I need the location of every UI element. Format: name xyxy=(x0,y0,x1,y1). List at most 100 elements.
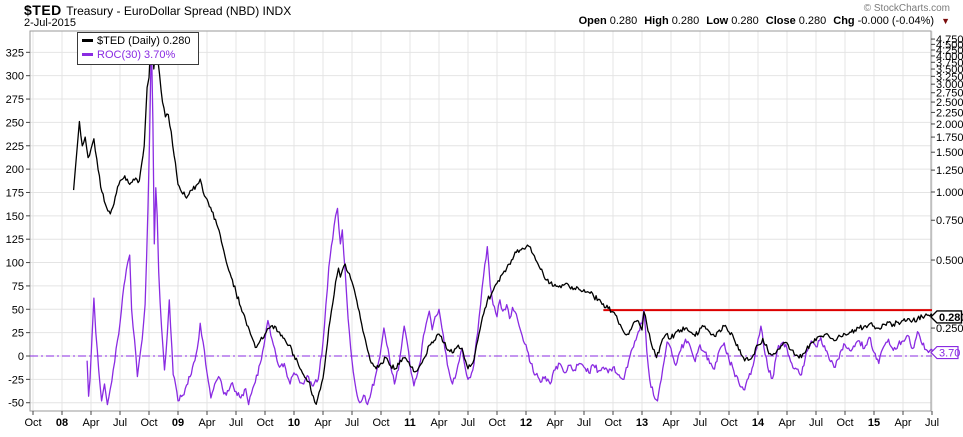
svg-text:1.250: 1.250 xyxy=(936,165,963,177)
svg-text:0.750: 0.750 xyxy=(936,215,963,227)
svg-text:Oct: Oct xyxy=(488,417,505,429)
svg-text:150: 150 xyxy=(6,211,24,223)
last-roc-box: 3.70 xyxy=(930,345,960,360)
svg-text:2.500: 2.500 xyxy=(936,97,963,109)
svg-text:Oct: Oct xyxy=(372,417,389,429)
svg-text:25: 25 xyxy=(12,328,24,340)
svg-text:10: 10 xyxy=(288,417,300,429)
legend-roc-label: ROC(30) 3.70% xyxy=(97,49,176,61)
svg-text:Apr: Apr xyxy=(430,417,447,429)
chart-legend: $TED (Daily) 0.280 ROC(30) 3.70% xyxy=(77,32,199,65)
svg-text:2.250: 2.250 xyxy=(936,107,963,119)
svg-text:Jul: Jul xyxy=(113,417,127,429)
svg-text:0.250: 0.250 xyxy=(936,323,963,335)
svg-text:15: 15 xyxy=(868,417,880,429)
svg-text:200: 200 xyxy=(6,164,24,176)
svg-text:12: 12 xyxy=(520,417,532,429)
svg-text:100: 100 xyxy=(6,258,24,270)
svg-text:Oct: Oct xyxy=(836,417,853,429)
stockcharts-copyright: © StockCharts.com xyxy=(863,3,950,14)
svg-text:125: 125 xyxy=(6,234,24,246)
svg-text:09: 09 xyxy=(172,417,184,429)
svg-text:275: 275 xyxy=(6,94,24,106)
svg-text:0: 0 xyxy=(18,351,24,363)
svg-text:Jul: Jul xyxy=(925,417,939,429)
svg-text:1.500: 1.500 xyxy=(936,147,963,159)
svg-text:Oct: Oct xyxy=(140,417,157,429)
svg-text:300: 300 xyxy=(6,71,24,83)
roc-line-swatch-icon xyxy=(82,52,93,56)
gridlines xyxy=(30,31,933,411)
open-label: Open xyxy=(578,15,607,27)
chart-date: 2-Jul-2015 xyxy=(24,17,76,29)
svg-text:Apr: Apr xyxy=(546,417,563,429)
svg-text:3.500: 3.500 xyxy=(936,64,963,76)
svg-text:325: 325 xyxy=(6,47,24,59)
svg-text:Oct: Oct xyxy=(256,417,273,429)
ticker-symbol: $TED xyxy=(24,2,62,18)
plot-border xyxy=(29,30,932,412)
roc-indicator-line xyxy=(86,37,934,406)
svg-text:Apr: Apr xyxy=(314,417,331,429)
svg-text:175: 175 xyxy=(6,187,24,199)
ted-line-swatch-icon xyxy=(82,38,93,42)
svg-text:Jul: Jul xyxy=(461,417,475,429)
ohlc-quote-row: Open 0.280 High 0.280 Low 0.280 Close 0.280 Chg -… xyxy=(579,15,950,27)
svg-text:Oct: Oct xyxy=(604,417,621,429)
svg-text:3.000: 3.000 xyxy=(936,79,963,91)
svg-text:-25: -25 xyxy=(8,374,24,386)
svg-text:75: 75 xyxy=(12,281,24,293)
svg-text:225: 225 xyxy=(6,141,24,153)
svg-text:4.500: 4.500 xyxy=(936,39,963,51)
left-axis-roc: 3253002752502252001751501251007550250-25… xyxy=(6,47,30,410)
chart-title: $TED Treasury - EuroDollar Spread (NBD) … xyxy=(24,2,291,20)
svg-text:Apr: Apr xyxy=(82,417,99,429)
chg-label: Chg xyxy=(833,15,855,27)
svg-text:50: 50 xyxy=(12,304,24,316)
svg-text:13: 13 xyxy=(636,417,648,429)
legend-roc-row: ROC(30) 3.70% xyxy=(82,48,191,62)
high-label: High xyxy=(644,15,669,27)
svg-text:3.750: 3.750 xyxy=(936,57,963,69)
high-value: 0.280 xyxy=(671,15,700,27)
svg-text:-50: -50 xyxy=(8,398,24,410)
chg-down-arrow-icon: ▼ xyxy=(941,16,950,26)
svg-text:Apr: Apr xyxy=(894,417,911,429)
legend-ted-label: $TED (Daily) 0.280 xyxy=(97,35,191,47)
svg-text:3.250: 3.250 xyxy=(936,71,963,83)
right-axis-price: 4.7504.5004.2504.0003.7503.5003.2503.000… xyxy=(931,34,963,335)
svg-text:1.750: 1.750 xyxy=(936,132,963,144)
low-label: Low xyxy=(706,15,729,27)
svg-text:Jul: Jul xyxy=(577,417,591,429)
svg-text:250: 250 xyxy=(6,117,24,129)
svg-text:14: 14 xyxy=(752,417,765,429)
svg-text:0.500: 0.500 xyxy=(936,255,963,267)
svg-text:Oct: Oct xyxy=(24,417,41,429)
svg-text:Jul: Jul xyxy=(345,417,359,429)
low-value: 0.280 xyxy=(731,15,759,27)
svg-text:0.280: 0.280 xyxy=(939,312,963,324)
legend-ted-row: $TED (Daily) 0.280 xyxy=(82,34,191,48)
svg-text:11: 11 xyxy=(404,417,416,429)
chg-value: -0.000 (-0.04%) xyxy=(857,15,935,27)
svg-text:2.750: 2.750 xyxy=(936,88,963,100)
svg-text:1.000: 1.000 xyxy=(936,187,963,199)
close-label: Close xyxy=(765,15,796,27)
svg-text:4.250: 4.250 xyxy=(936,45,963,57)
svg-text:Oct: Oct xyxy=(720,417,737,429)
svg-text:Apr: Apr xyxy=(662,417,679,429)
svg-text:08: 08 xyxy=(56,417,68,429)
open-value: 0.280 xyxy=(609,15,638,27)
chart-title-text: Treasury - EuroDollar Spread (NBD) INDX xyxy=(66,4,292,18)
svg-text:Apr: Apr xyxy=(198,417,215,429)
ted-price-line xyxy=(72,37,934,405)
svg-text:Apr: Apr xyxy=(778,417,795,429)
close-value: 0.280 xyxy=(798,15,827,27)
svg-text:3.70: 3.70 xyxy=(939,348,960,360)
svg-text:4.750: 4.750 xyxy=(936,34,963,46)
svg-text:Jul: Jul xyxy=(809,417,823,429)
svg-text:Jul: Jul xyxy=(693,417,707,429)
svg-text:Jul: Jul xyxy=(229,417,243,429)
